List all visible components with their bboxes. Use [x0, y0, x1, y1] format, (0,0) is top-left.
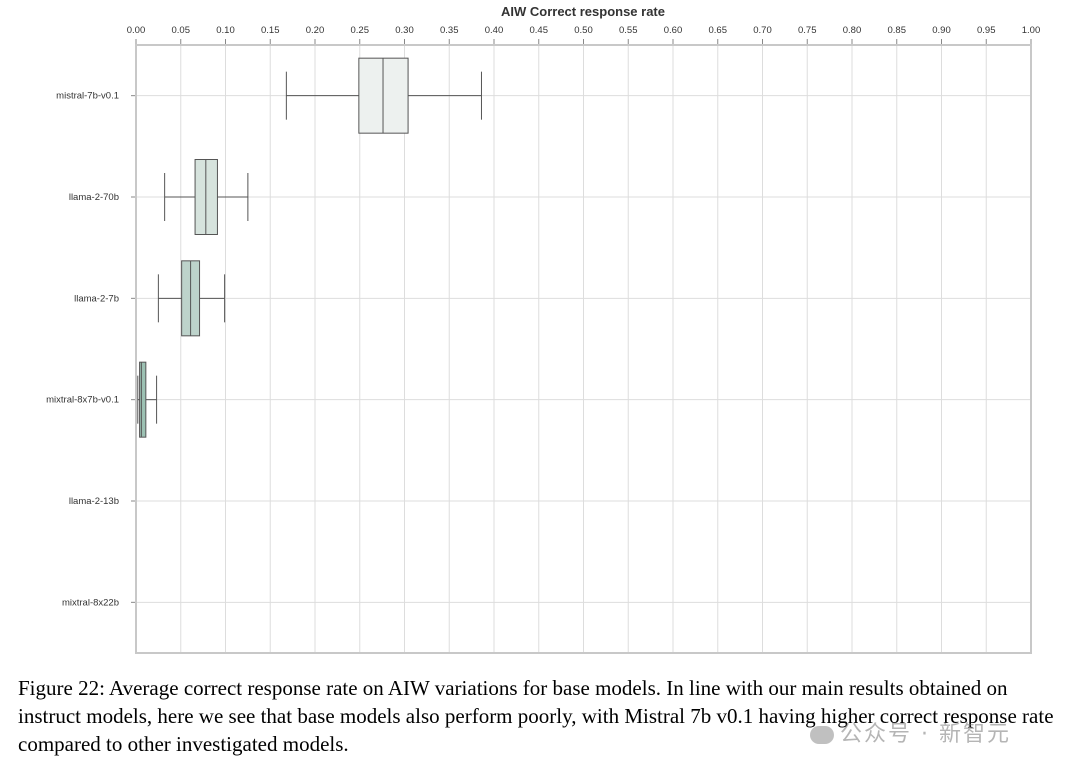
x-tick-label: 0.90	[932, 25, 951, 36]
x-tick-label: 0.05	[172, 25, 191, 36]
x-tick-label: 0.65	[709, 25, 728, 36]
y-tick-label: llama-2-13b	[69, 496, 119, 507]
iqr-box	[139, 361, 147, 438]
box-llama-2-70b	[164, 159, 249, 235]
x-tick-label: 0.45	[530, 25, 549, 36]
x-tick-label: 0.15	[261, 25, 280, 36]
x-tick-label: 0.20	[306, 25, 325, 36]
x-tick-label: 0.10	[216, 25, 235, 36]
x-tick-label: 0.35	[440, 25, 459, 36]
x-tick-labels: 0.00 0.05 0.10 0.15 0.20 0.25 0.30 0.35 0.40 0.45…	[127, 25, 1041, 36]
grid-lines	[131, 39, 1032, 653]
y-tick-label: mistral-7b-v0.1	[56, 91, 119, 102]
y-tick-label: mixtral-8x22b	[62, 597, 119, 608]
watermark-text: 公众号 · 新智元	[840, 722, 1011, 747]
box-series	[137, 57, 482, 438]
y-tick-label: llama-2-70b	[69, 192, 119, 203]
chart-title: AIW Correct response rate	[501, 4, 665, 19]
x-tick-label: 0.85	[888, 25, 907, 36]
y-tick-label: llama-2-7b	[74, 293, 119, 304]
x-tick-label: 0.70	[753, 25, 772, 36]
watermark: 公众号 · 新智元	[810, 716, 1011, 748]
figure-caption: Figure 22: Average correct response rate…	[18, 676, 1054, 756]
x-tick-label: 0.00	[127, 25, 146, 36]
box-mistral-7b-v0.1	[285, 57, 482, 134]
y-tick-label: mixtral-8x7b-v0.1	[46, 395, 119, 406]
x-tick-label: 0.60	[664, 25, 683, 36]
box-mixtral-8x7b-v0.1	[137, 361, 158, 438]
x-tick-label: 0.30	[395, 25, 414, 36]
plot-frame	[135, 44, 1032, 654]
x-tick-label: 1.00	[1022, 25, 1041, 36]
boxplot-chart: AIW Correct response rate 0.00 0.05 0.10 0.…	[46, 4, 1041, 654]
x-tick-label: 0.40	[485, 25, 504, 36]
x-tick-label: 0.95	[977, 25, 996, 36]
x-tick-label: 0.80	[843, 25, 862, 36]
x-tick-label: 0.25	[351, 25, 370, 36]
x-tick-label: 0.50	[574, 25, 593, 36]
wechat-icon	[810, 726, 834, 744]
x-tick-label: 0.55	[619, 25, 638, 36]
x-tick-label: 0.75	[798, 25, 817, 36]
box-llama-2-7b	[157, 260, 226, 337]
y-tick-labels: mistral-7b-v0.1 llama-2-70b llama-2-7b mixt…	[46, 91, 119, 609]
